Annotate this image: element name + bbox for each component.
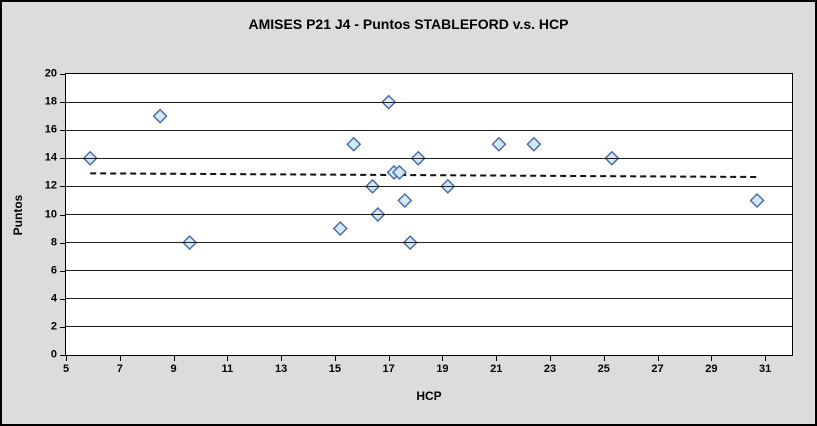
chart-title: AMISES P21 J4 - Puntos STABLEFORD v.s. H… xyxy=(248,16,569,32)
gridline-y-14 xyxy=(66,157,792,159)
x-tick-label: 5 xyxy=(62,363,70,375)
y-tick-label: 6 xyxy=(50,264,57,277)
gridline-y-4 xyxy=(66,298,792,300)
y-tick-mark xyxy=(60,214,65,216)
gridline-y-2 xyxy=(66,326,792,328)
x-tick-label: 15 xyxy=(328,363,341,375)
x-tick-mark xyxy=(119,356,121,361)
data-point-diamond xyxy=(152,108,168,124)
x-tick-mark xyxy=(711,356,713,361)
y-tick-label: 18 xyxy=(44,95,57,108)
y-tick-mark xyxy=(60,158,65,160)
data-point-diamond xyxy=(749,192,765,208)
x-tick-mark xyxy=(173,356,175,361)
x-tick-label: 17 xyxy=(382,363,395,375)
plot-area xyxy=(65,73,793,356)
x-tick-mark xyxy=(603,356,605,361)
x-tick-label: 9 xyxy=(170,363,177,375)
data-point-diamond xyxy=(491,136,507,152)
gridline-y-16 xyxy=(66,129,792,131)
x-tick-mark xyxy=(442,356,444,361)
x-tick-mark xyxy=(765,356,767,361)
x-tick-label: 27 xyxy=(651,363,664,375)
x-axis-title: HCP xyxy=(416,389,442,403)
x-tick-label: 29 xyxy=(705,363,718,375)
x-tick-mark xyxy=(334,356,336,361)
y-tick-mark xyxy=(60,270,65,272)
y-tick-mark xyxy=(60,326,65,328)
data-point-diamond xyxy=(332,221,348,237)
trendline xyxy=(90,172,758,178)
gridline-y-6 xyxy=(66,270,792,272)
gridline-y-10 xyxy=(66,214,792,215)
x-tick-mark xyxy=(227,356,229,361)
data-point-diamond xyxy=(397,192,413,208)
data-point-diamond xyxy=(391,164,407,180)
y-tick-label: 12 xyxy=(44,179,57,192)
y-tick-mark xyxy=(60,298,65,300)
x-tick-label: 13 xyxy=(274,363,288,375)
x-tick-label: 19 xyxy=(436,363,449,375)
y-tick-label: 14 xyxy=(44,151,57,164)
y-tick-label: 8 xyxy=(50,236,57,249)
x-tick-mark xyxy=(388,356,390,361)
x-tick-label: 31 xyxy=(758,363,772,375)
y-tick-mark xyxy=(60,102,65,104)
y-tick-label: 0 xyxy=(50,348,57,361)
y-tick-mark xyxy=(60,355,65,356)
y-tick-label: 20 xyxy=(44,67,57,80)
y-tick-mark xyxy=(60,242,65,244)
y-tick-mark xyxy=(60,130,65,132)
x-tick-label: 7 xyxy=(116,363,123,375)
x-tick-mark xyxy=(496,356,498,361)
x-tick-label: 11 xyxy=(221,363,234,375)
y-tick-label: 2 xyxy=(50,320,57,333)
x-tick-mark xyxy=(657,356,659,361)
gridline-y-18 xyxy=(66,101,792,103)
gridline-y-12 xyxy=(66,185,792,187)
x-tick-label: 21 xyxy=(490,363,503,375)
y-tick-label: 4 xyxy=(50,292,57,305)
y-tick-label: 16 xyxy=(44,123,57,136)
x-tick-mark xyxy=(550,356,551,361)
x-tick-label: 23 xyxy=(543,363,557,375)
data-point-diamond xyxy=(526,136,542,152)
x-tick-label: 25 xyxy=(597,363,610,375)
y-tick-mark xyxy=(60,186,65,188)
data-point-diamond xyxy=(346,136,362,152)
x-tick-mark xyxy=(66,356,67,361)
gridline-y-8 xyxy=(66,242,792,244)
y-tick-mark xyxy=(60,74,65,75)
y-tick-label: 10 xyxy=(44,208,57,220)
x-tick-mark xyxy=(281,356,283,361)
